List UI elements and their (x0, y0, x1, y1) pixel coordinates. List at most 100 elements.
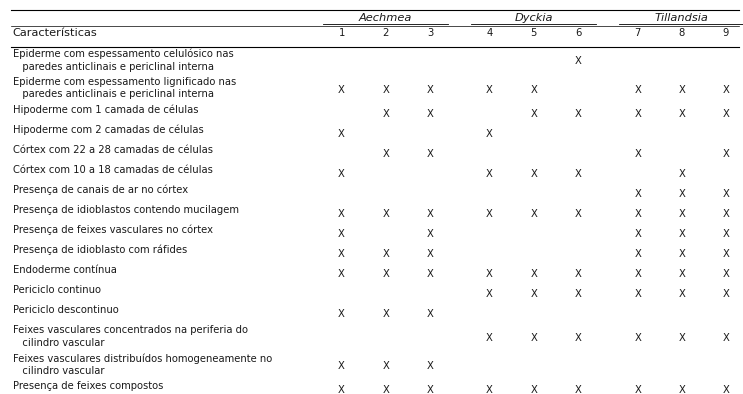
Text: X: X (338, 309, 345, 319)
Text: X: X (486, 85, 493, 95)
Text: X: X (635, 385, 641, 394)
Text: X: X (383, 249, 389, 259)
Text: X: X (383, 209, 389, 219)
Text: Presença de idioblasto com ráfides: Presença de idioblasto com ráfides (13, 245, 187, 255)
Text: Características: Características (13, 28, 97, 38)
Text: 2: 2 (383, 28, 389, 38)
Text: Córtex com 22 a 28 camadas de células: Córtex com 22 a 28 camadas de células (13, 145, 212, 155)
Text: X: X (723, 269, 730, 279)
Text: X: X (486, 169, 493, 178)
Text: Presença de idioblastos contendo mucilagem: Presença de idioblastos contendo mucilag… (13, 205, 239, 215)
Text: 5: 5 (531, 28, 537, 38)
Text: X: X (723, 189, 730, 199)
Text: X: X (678, 169, 685, 178)
Text: X: X (531, 85, 537, 95)
Text: X: X (531, 289, 537, 299)
Text: Tillandsia: Tillandsia (655, 13, 709, 24)
Text: X: X (426, 85, 433, 95)
Text: X: X (383, 109, 389, 119)
Text: X: X (723, 249, 730, 259)
Text: X: X (338, 128, 345, 139)
Text: X: X (574, 333, 582, 343)
Text: X: X (678, 385, 685, 394)
Text: X: X (635, 249, 641, 259)
Text: Epiderme com espessamento lignificado nas
   paredes anticlinais e periclinal in: Epiderme com espessamento lignificado na… (13, 76, 236, 99)
Text: X: X (338, 169, 345, 178)
Text: X: X (426, 229, 433, 239)
Text: X: X (338, 385, 345, 394)
Text: Feixes vasculares concentrados na periferia do
   cilindro vascular: Feixes vasculares concentrados na perife… (13, 325, 247, 348)
Text: X: X (723, 289, 730, 299)
Text: X: X (574, 209, 582, 219)
Text: X: X (426, 309, 433, 319)
Text: Presença de feixes compostos: Presença de feixes compostos (13, 381, 163, 391)
Text: X: X (678, 229, 685, 239)
Text: X: X (426, 149, 433, 159)
Text: X: X (383, 361, 389, 371)
Text: X: X (383, 385, 389, 394)
Text: X: X (486, 209, 493, 219)
Text: X: X (426, 249, 433, 259)
Text: X: X (486, 128, 493, 139)
Text: X: X (531, 269, 537, 279)
Text: X: X (574, 269, 582, 279)
Text: X: X (426, 361, 433, 371)
Text: Aechmea: Aechmea (359, 13, 412, 24)
Text: X: X (635, 189, 641, 199)
Text: X: X (574, 169, 582, 178)
Text: X: X (574, 385, 582, 394)
Text: X: X (426, 385, 433, 394)
Text: 3: 3 (426, 28, 433, 38)
Text: Periciclo continuo: Periciclo continuo (13, 285, 100, 295)
Text: Dyckia: Dyckia (515, 13, 553, 24)
Text: X: X (723, 85, 730, 95)
Text: X: X (678, 249, 685, 259)
Text: X: X (635, 269, 641, 279)
Text: X: X (486, 289, 493, 299)
Text: X: X (531, 109, 537, 119)
Text: 4: 4 (487, 28, 493, 38)
Text: X: X (426, 109, 433, 119)
Text: X: X (678, 189, 685, 199)
Text: 6: 6 (575, 28, 581, 38)
Text: X: X (635, 333, 641, 343)
Text: Presença de feixes vasculares no córtex: Presença de feixes vasculares no córtex (13, 225, 212, 235)
Text: X: X (635, 209, 641, 219)
Text: Hipoderme com 1 camada de células: Hipoderme com 1 camada de células (13, 105, 198, 115)
Text: X: X (338, 361, 345, 371)
Text: X: X (383, 85, 389, 95)
Text: X: X (531, 209, 537, 219)
Text: 1: 1 (338, 28, 345, 38)
Text: X: X (635, 149, 641, 159)
Text: X: X (338, 269, 345, 279)
Text: X: X (635, 229, 641, 239)
Text: X: X (338, 229, 345, 239)
Text: X: X (635, 109, 641, 119)
Text: X: X (383, 269, 389, 279)
Text: X: X (723, 149, 730, 159)
Text: X: X (678, 85, 685, 95)
Text: X: X (486, 385, 493, 394)
Text: X: X (678, 209, 685, 219)
Text: X: X (635, 289, 641, 299)
Text: 7: 7 (635, 28, 641, 38)
Text: X: X (383, 149, 389, 159)
Text: X: X (723, 333, 730, 343)
Text: 9: 9 (723, 28, 729, 38)
Text: X: X (426, 269, 433, 279)
Text: Endoderme contínua: Endoderme contínua (13, 265, 117, 275)
Text: X: X (531, 333, 537, 343)
Text: X: X (635, 85, 641, 95)
Text: X: X (338, 249, 345, 259)
Text: X: X (678, 289, 685, 299)
Text: 8: 8 (678, 28, 685, 38)
Text: Hipoderme com 2 camadas de células: Hipoderme com 2 camadas de células (13, 125, 204, 135)
Text: X: X (531, 169, 537, 178)
Text: Epiderme com espessamento celulósico nas
   paredes anticlinais e periclinal int: Epiderme com espessamento celulósico nas… (13, 48, 233, 72)
Text: X: X (426, 209, 433, 219)
Text: X: X (531, 385, 537, 394)
Text: X: X (574, 109, 582, 119)
Text: X: X (723, 109, 730, 119)
Text: X: X (574, 56, 582, 67)
Text: X: X (678, 269, 685, 279)
